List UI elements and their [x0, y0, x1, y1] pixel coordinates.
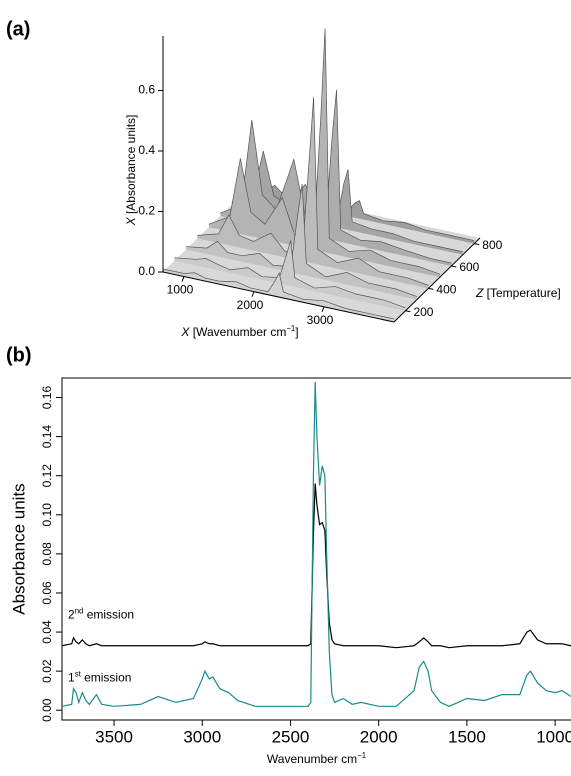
y-tick-label: 0.12	[40, 464, 54, 488]
t-tick	[474, 243, 480, 246]
x-axis	[162, 271, 395, 323]
surface-fill	[208, 28, 440, 278]
text-part: nd	[75, 606, 84, 615]
surface-slice	[243, 184, 475, 241]
x-tick-label: 2000	[237, 298, 264, 312]
surface-fill	[185, 183, 417, 300]
t-axis	[393, 237, 481, 323]
text-part: X	[124, 216, 138, 226]
t-axis-label: Z [Temperature]	[475, 286, 561, 300]
surface-fill	[197, 97, 429, 289]
series-line	[61, 381, 571, 707]
text-part: X	[180, 325, 190, 339]
x-tick	[321, 306, 325, 313]
text-part: [Absorbance units]	[124, 115, 138, 218]
surface-slice	[185, 183, 418, 297]
panel-label: (a)	[6, 18, 30, 40]
surface-slice	[208, 28, 440, 275]
surface-fill	[231, 151, 463, 255]
text-part: ]	[295, 325, 298, 339]
series-line	[61, 483, 571, 649]
surface-slice	[174, 240, 406, 309]
text-part: Wavenumber cm	[267, 752, 357, 766]
text-part: −1	[286, 324, 295, 333]
t-tick-label: 400	[436, 283, 456, 297]
y-tick-label: 0.00	[40, 698, 54, 722]
text-part: emission	[81, 670, 132, 684]
x-axis-label: X [Wavenumber cm−1]	[180, 324, 298, 340]
y-axis-label: Absorbance units	[9, 483, 28, 614]
y-tick-label: 0.0	[138, 264, 155, 278]
y-tick-label: 0.04	[40, 620, 54, 644]
t-tick	[405, 310, 411, 313]
y-tick-label: 0.14	[40, 425, 54, 449]
series-label: 1st emission	[68, 669, 131, 685]
x-tick-label: 1000	[536, 727, 571, 746]
text-part: 2	[68, 608, 75, 622]
t-tick	[428, 287, 434, 290]
t-tick-label: 600	[459, 260, 479, 274]
t-tick-label: 800	[482, 238, 502, 252]
surface-slice	[220, 89, 452, 264]
text-part: [Temperature]	[483, 286, 560, 300]
t-tick	[451, 265, 457, 268]
surface-slice	[231, 151, 463, 253]
y-tick-label: 0.2	[138, 204, 155, 218]
x-tick-label: 3000	[183, 727, 221, 746]
x-tick-label: 2500	[272, 727, 310, 746]
series-label: 2nd emission	[68, 606, 134, 622]
surface-fill	[174, 240, 406, 311]
text-part: st	[75, 669, 82, 678]
surface-fill	[163, 268, 394, 322]
y-axis-label: X [Absorbance units]	[124, 115, 138, 227]
y-tick-label: 0.10	[40, 503, 54, 527]
y-tick-label: 0.6	[138, 83, 155, 97]
y-tick-label: 0.4	[138, 143, 155, 157]
surface-slice	[162, 268, 395, 320]
x-tick-label: 3000	[307, 313, 334, 327]
x-tick-label: 3500	[95, 727, 133, 746]
text-part: emission	[83, 608, 134, 622]
text-part: −1	[357, 751, 366, 760]
y-tick-label: 0.16	[40, 386, 54, 410]
plot-frame	[61, 377, 571, 721]
x-axis-label: Wavenumber cm−1	[267, 751, 366, 767]
y-tick-label: 0.08	[40, 542, 54, 566]
x-tick-label: 1000	[167, 283, 194, 297]
x-tick	[251, 291, 255, 297]
y-tick-label: 0.02	[40, 659, 54, 683]
x-tick-label: 2000	[360, 727, 398, 746]
panel-label: (b)	[6, 344, 32, 366]
x-tick	[181, 276, 185, 282]
x-tick-label: 1500	[448, 727, 486, 746]
text-part: [Wavenumber cm	[189, 325, 286, 339]
t-tick-label: 200	[413, 305, 433, 319]
text-part: 1	[68, 670, 75, 684]
surface-slice	[197, 97, 429, 286]
text-part: Z	[475, 286, 484, 300]
y-tick-label: 0.06	[40, 581, 54, 605]
